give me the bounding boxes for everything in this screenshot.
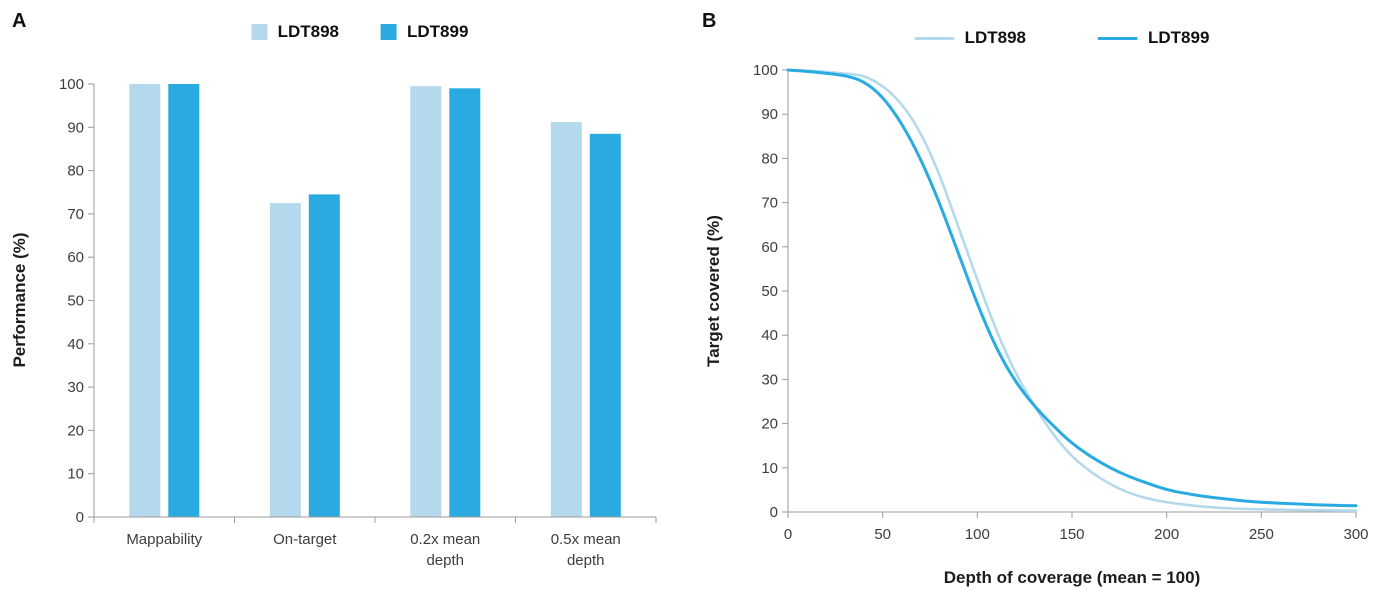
ldt898-line-swatch [914,36,955,40]
panel-b-label: B [702,10,717,32]
svg-text:60: 60 [67,249,84,266]
ldt899-line-swatch [1098,36,1138,40]
bar-chart: 0 10 20 30 40 50 60 70 80 90 100 Mappability On-targ… [59,76,657,569]
ldt898-square-swatch [251,24,268,40]
ldt899-square-swatch [381,24,397,40]
svg-text:200: 200 [1154,526,1179,543]
panel-a-y-axis-title: Performance (%) [10,232,29,368]
line-chart: 0 10 20 30 40 50 60 70 80 90 100 0 50 100 150 200 250 300 [753,62,1369,543]
panel-b: B LDT898 LDT899 Target covered (%) Depth… [690,0,1384,610]
svg-text:80: 80 [761,150,778,167]
ldt899-legend-label: LDT899 [407,22,469,41]
svg-text:depth: depth [426,552,464,569]
svg-text:0: 0 [784,526,792,543]
svg-text:100: 100 [59,76,84,93]
svg-text:70: 70 [761,195,778,212]
svg-text:100: 100 [753,62,778,79]
svg-text:50: 50 [67,293,84,310]
legend-item-ldt899-line: LDT899 [1098,28,1209,48]
svg-text:On-target: On-target [273,531,337,548]
ldt898-legend-label: LDT898 [964,28,1026,47]
svg-text:10: 10 [67,466,84,483]
svg-text:80: 80 [67,163,84,180]
legend-item-ldt899: LDT899 [381,22,468,42]
svg-text:0: 0 [770,504,778,521]
legend-item-ldt898: LDT898 [251,22,339,42]
svg-text:150: 150 [1059,526,1084,543]
panel-b-y-axis-title: Target covered (%) [704,215,723,367]
svg-text:70: 70 [67,206,84,223]
svg-text:100: 100 [965,526,990,543]
svg-text:40: 40 [67,336,84,353]
svg-text:90: 90 [761,106,778,123]
ldt899-legend-label: LDT899 [1148,28,1210,47]
svg-text:60: 60 [761,239,778,256]
svg-text:0.5x mean: 0.5x mean [551,531,621,548]
svg-text:0: 0 [76,509,84,526]
svg-text:Mappability: Mappability [126,531,202,548]
legend-item-ldt898-line: LDT898 [914,28,1026,48]
svg-text:90: 90 [67,119,84,136]
svg-text:50: 50 [874,526,891,543]
panel-b-legend: LDT898 LDT899 [914,28,1209,48]
svg-text:10: 10 [761,460,778,477]
panel-a-legend: LDT898 LDT899 [251,22,468,42]
panel-a: A LDT898 LDT899 Performance (%) 0 10 20 30 4… [0,0,690,610]
svg-text:20: 20 [761,416,778,433]
svg-text:30: 30 [761,371,778,388]
svg-text:depth: depth [567,552,605,569]
svg-text:0.2x mean: 0.2x mean [410,531,480,548]
panel-a-label: A [12,10,27,32]
svg-text:300: 300 [1343,526,1368,543]
svg-text:20: 20 [67,422,84,439]
svg-text:50: 50 [761,283,778,300]
panel-b-x-axis-title: Depth of coverage (mean = 100) [943,568,1201,587]
ldt898-legend-label: LDT898 [277,22,339,41]
svg-text:40: 40 [761,327,778,344]
svg-text:250: 250 [1249,526,1274,543]
svg-text:30: 30 [67,379,84,396]
